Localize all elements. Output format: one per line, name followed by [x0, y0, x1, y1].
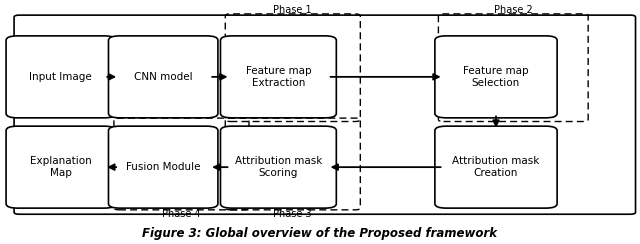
FancyBboxPatch shape — [6, 36, 116, 118]
FancyBboxPatch shape — [14, 15, 636, 214]
Text: Explanation
Map: Explanation Map — [30, 156, 92, 178]
FancyBboxPatch shape — [435, 126, 557, 208]
FancyBboxPatch shape — [435, 36, 557, 118]
Text: CNN model: CNN model — [134, 72, 193, 82]
Text: Figure 3: Global overview of the Proposed framework: Figure 3: Global overview of the Propose… — [143, 227, 497, 240]
Text: Fusion Module: Fusion Module — [126, 162, 200, 172]
Text: Phase 2: Phase 2 — [494, 5, 532, 15]
FancyBboxPatch shape — [109, 36, 218, 118]
FancyBboxPatch shape — [220, 126, 337, 208]
FancyBboxPatch shape — [109, 126, 218, 208]
Text: Input Image: Input Image — [29, 72, 92, 82]
FancyBboxPatch shape — [6, 126, 116, 208]
Text: Phase 1: Phase 1 — [273, 5, 312, 15]
Text: Attribution mask
Scoring: Attribution mask Scoring — [235, 156, 322, 178]
Text: Feature map
Selection: Feature map Selection — [463, 66, 529, 88]
Text: Attribution mask
Creation: Attribution mask Creation — [452, 156, 540, 178]
Text: Phase 3: Phase 3 — [273, 209, 312, 219]
Text: Feature map
Extraction: Feature map Extraction — [246, 66, 311, 88]
Text: Phase 4: Phase 4 — [162, 209, 201, 219]
FancyBboxPatch shape — [220, 36, 337, 118]
